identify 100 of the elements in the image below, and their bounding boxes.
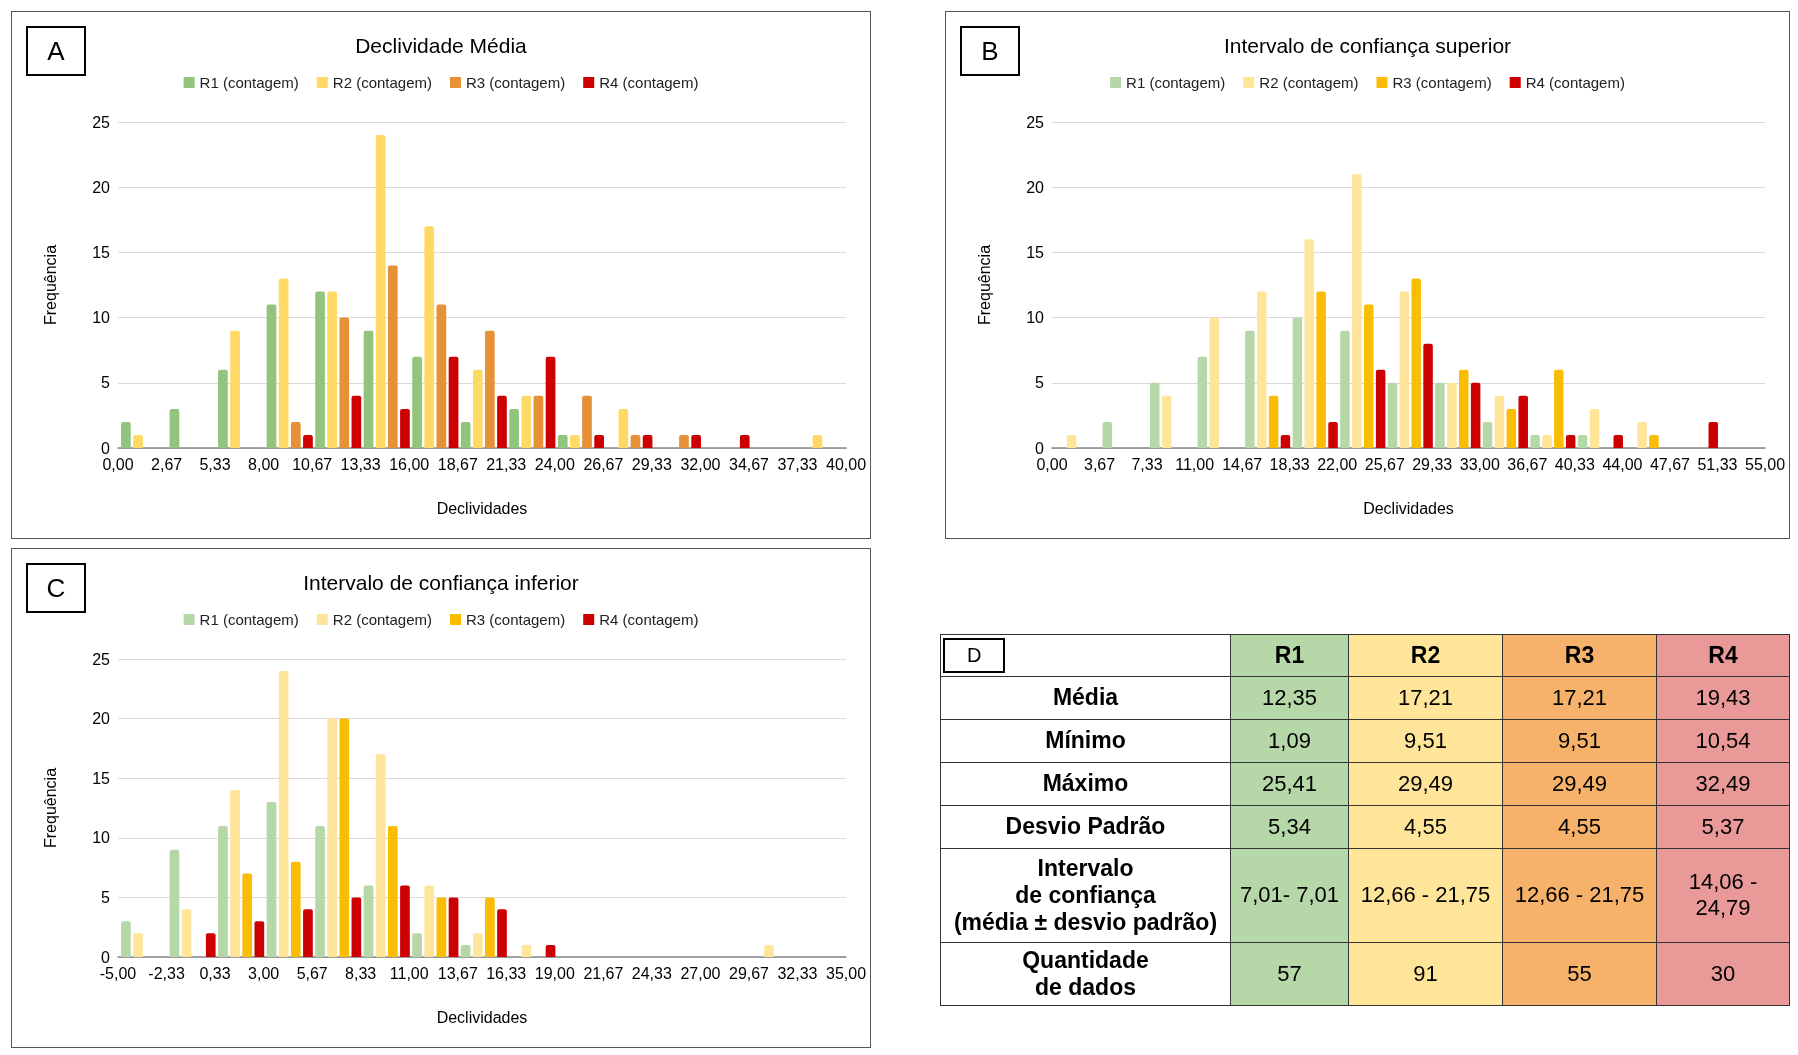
- x-tick-label: 32,00: [680, 455, 721, 473]
- y-tick-label: 0: [101, 439, 111, 457]
- legend-label: R1 (contagem): [1126, 74, 1226, 91]
- y-tick-label: 20: [92, 710, 111, 728]
- legend-label: R1 (contagem): [199, 74, 299, 91]
- text: 17,21: [1397, 684, 1454, 710]
- legend-label: R2 (contagem): [1259, 74, 1359, 91]
- y-tick-label: 20: [92, 178, 111, 196]
- legend-label: R4 (contagem): [1525, 74, 1625, 91]
- category-label: Máximo: [1042, 770, 1129, 797]
- category-label: Quantidade de dados: [1022, 946, 1149, 1000]
- y-tick-label: 10: [92, 309, 111, 327]
- x-tick-label: 11,00: [389, 964, 429, 982]
- legend-label: R3 (contagem): [1392, 74, 1492, 91]
- x-tick-label: 5,67: [296, 964, 328, 982]
- x-tick-label: 32,33: [777, 964, 818, 982]
- chart-title: Declividade Média: [355, 34, 528, 57]
- text: D: [943, 638, 1006, 673]
- x-tick-label: 0,33: [199, 964, 231, 982]
- y-tick-label: 20: [1026, 178, 1045, 196]
- text: 55: [1567, 960, 1592, 986]
- text: 4,55: [1404, 813, 1447, 839]
- text: 5,34: [1268, 813, 1311, 839]
- text: C: [26, 563, 86, 613]
- x-tick-label: 29,67: [728, 964, 770, 982]
- x-tick-label: 36,67: [1507, 455, 1548, 473]
- text: 29,49: [1551, 770, 1608, 796]
- text: 9,51: [1558, 727, 1601, 753]
- x-tick-label: 5,33: [199, 455, 231, 473]
- x-tick-label: 8,33: [345, 964, 377, 982]
- legend-label: R3 (contagem): [466, 611, 566, 628]
- x-tick-label: 18,67: [437, 455, 478, 473]
- y-tick-label: 0: [101, 948, 111, 966]
- legend-label: R4 (contagem): [599, 611, 699, 628]
- x-tick-label: -2,33: [148, 964, 185, 982]
- x-tick-label: 7,33: [1131, 455, 1163, 473]
- text: 19,43: [1695, 684, 1751, 710]
- text: 29,49: [1397, 770, 1454, 796]
- y-tick-label: 25: [92, 113, 111, 131]
- y-tick-label: 25: [92, 650, 111, 668]
- x-tick-label: 29,33: [631, 455, 672, 473]
- x-tick-label: -5,00: [99, 964, 137, 982]
- text: 91: [1413, 960, 1438, 986]
- x-tick-label: 26,67: [583, 455, 624, 473]
- text: 25,41: [1261, 770, 1318, 796]
- y-tick-label: 15: [92, 769, 111, 787]
- x-tick-label: 40,33: [1554, 455, 1595, 473]
- text: 17,21: [1551, 684, 1608, 710]
- x-axis-title: Declividades: [1363, 499, 1454, 517]
- text: 5,37: [1701, 813, 1745, 839]
- y-tick-label: 15: [1026, 243, 1045, 261]
- y-axis-title: Frequência: [41, 244, 59, 326]
- x-tick-label: 3,67: [1084, 455, 1116, 473]
- category-label: R1: [1230, 634, 1349, 677]
- x-tick-label: 11,00: [1175, 455, 1215, 473]
- x-tick-label: 18,33: [1269, 455, 1310, 473]
- legend-label: R2 (contagem): [332, 611, 433, 628]
- legend-label: R2 (contagem): [332, 74, 433, 91]
- chart-title: Intervalo de confiança inferior: [303, 571, 579, 594]
- x-tick-label: 22,00: [1317, 455, 1358, 473]
- x-tick-label: 34,67: [728, 455, 770, 473]
- text: 7,01- 7,01: [1239, 882, 1340, 908]
- text: B: [960, 26, 1020, 76]
- chart-title: Intervalo de confiança superior: [1223, 34, 1512, 57]
- text: 12,35: [1261, 684, 1318, 710]
- text: 10,54: [1695, 727, 1751, 753]
- text: 14,06 - 24,79: [1688, 869, 1758, 921]
- x-tick-label: 8,00: [248, 455, 280, 473]
- x-tick-label: 47,67: [1649, 455, 1691, 473]
- x-tick-label: 21,33: [486, 455, 527, 473]
- x-tick-label: 0,00: [1036, 455, 1068, 473]
- x-tick-label: 51,33: [1697, 455, 1738, 473]
- x-tick-label: 19,00: [534, 964, 575, 982]
- x-tick-label: 55,00: [1744, 455, 1786, 473]
- y-tick-label: 5: [1035, 374, 1045, 392]
- text: 30: [1710, 960, 1736, 986]
- text: 1,09: [1268, 727, 1311, 753]
- y-tick-label: 10: [1026, 309, 1045, 327]
- x-axis-title: Declividades: [436, 1008, 528, 1026]
- x-axis-title: Declividades: [436, 499, 528, 517]
- legend-label: R3 (contagem): [466, 74, 566, 91]
- y-tick-label: 5: [101, 888, 111, 906]
- x-tick-label: 25,67: [1364, 455, 1405, 473]
- x-tick-label: 29,33: [1412, 455, 1453, 473]
- x-tick-label: 0,00: [102, 455, 134, 473]
- category-label: Média: [1052, 684, 1119, 711]
- text: 4,55: [1558, 813, 1601, 839]
- y-tick-label: 5: [101, 374, 111, 392]
- x-tick-label: 14,67: [1222, 455, 1263, 473]
- x-tick-label: 35,00: [825, 964, 867, 982]
- category-label: Desvio Padrão: [1005, 813, 1166, 840]
- x-tick-label: 13,67: [437, 964, 478, 982]
- x-tick-label: 16,00: [389, 455, 430, 473]
- y-tick-label: 15: [92, 243, 111, 261]
- x-tick-label: 40,00: [825, 455, 867, 473]
- text: 9,51: [1404, 727, 1447, 753]
- x-tick-label: 10,67: [292, 455, 333, 473]
- x-tick-label: 21,67: [583, 964, 624, 982]
- category-label: R2: [1348, 634, 1503, 677]
- x-tick-label: 24,00: [534, 455, 575, 473]
